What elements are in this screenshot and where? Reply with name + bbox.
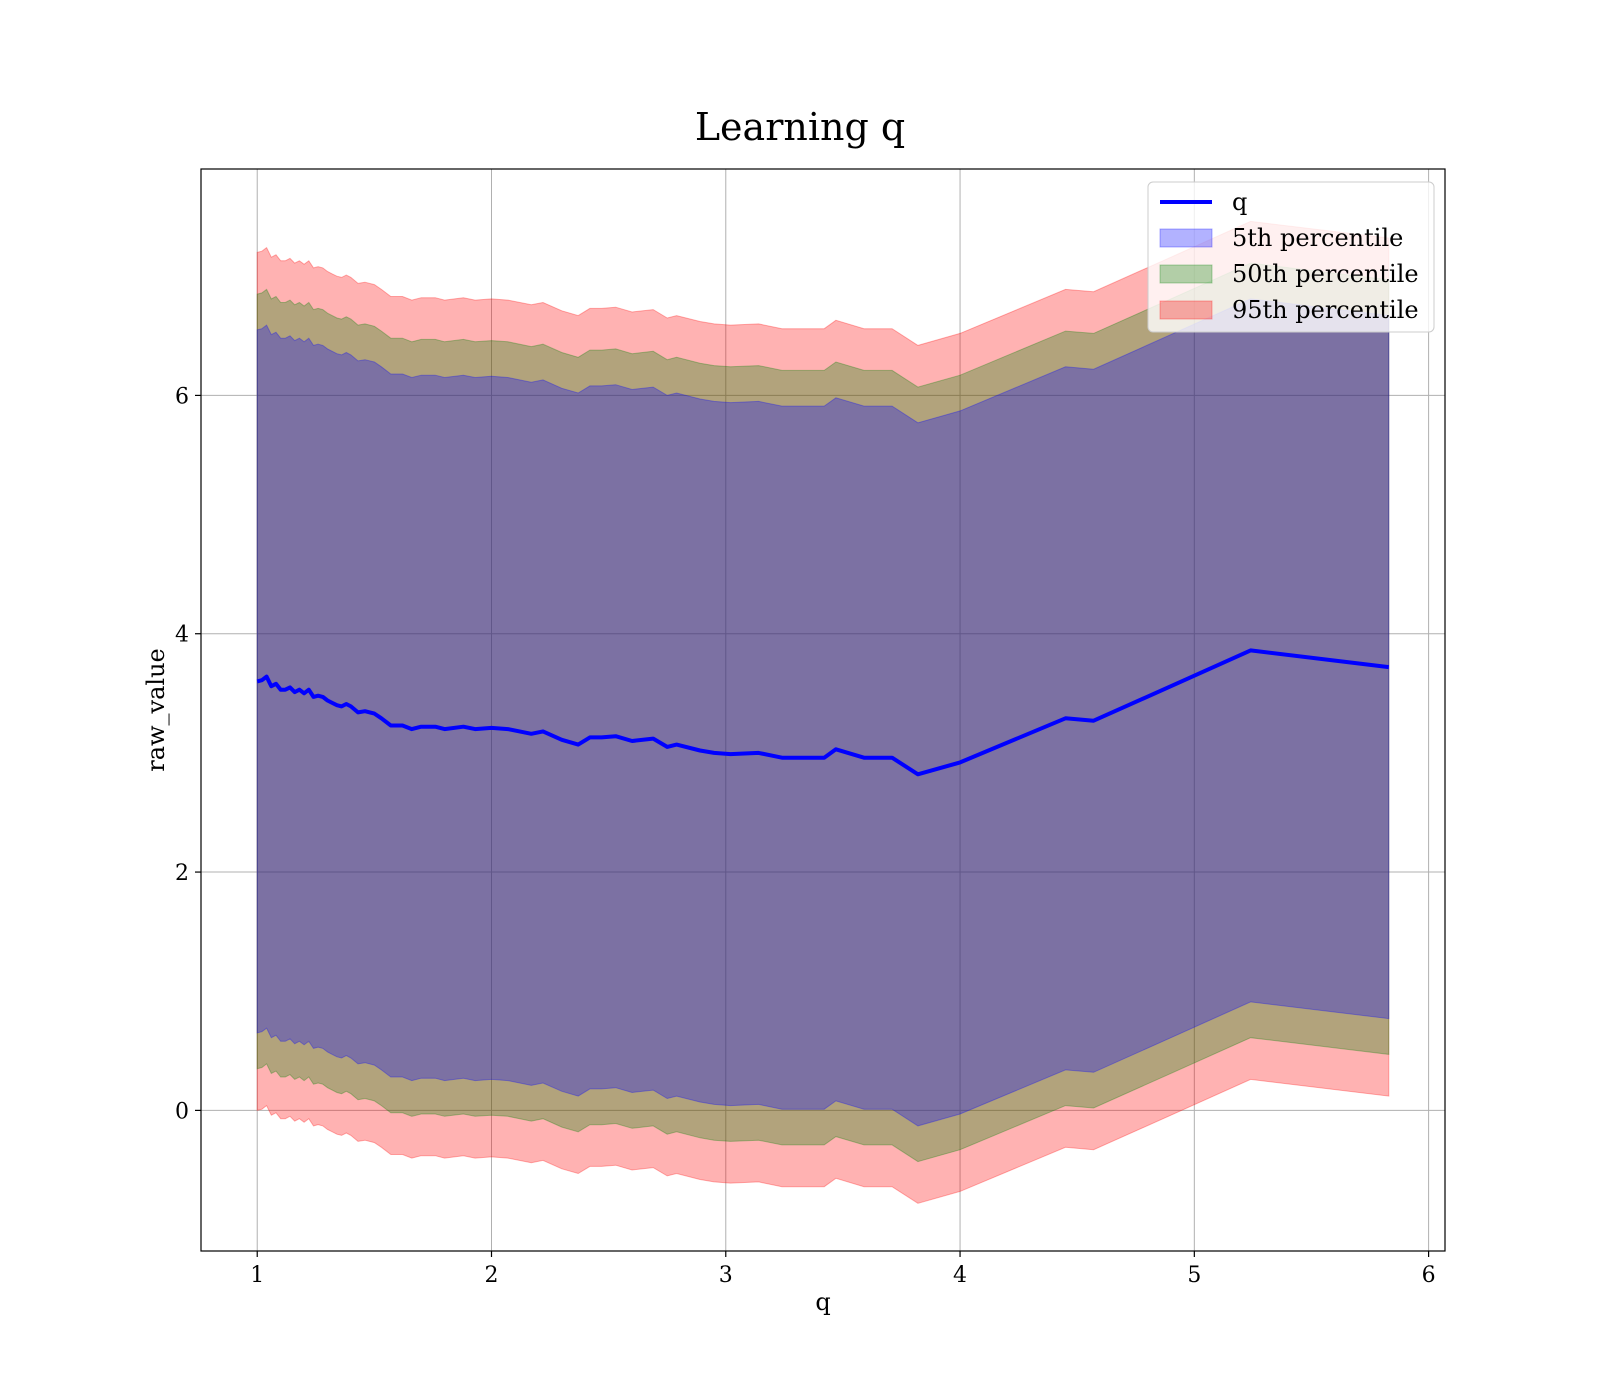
series-lines [256,648,1390,777]
x-tick-label: 6 [1422,1263,1436,1288]
band-50th-percentile [256,262,1390,1163]
x-tick-label: 1 [250,1263,264,1288]
legend-swatch-band [1159,228,1213,248]
y-tick-label: 4 [175,623,189,648]
legend-label: 95th percentile [1232,296,1419,324]
series-line-q [256,648,1390,777]
y-tick-label: 0 [175,1099,189,1124]
legend-label: q [1232,188,1247,216]
y-tick-label: 6 [175,384,189,409]
y-tick-label: 2 [175,861,189,886]
axis-ticks: 1 2 3 4 5 6 0 2 4 6 [175,384,1436,1288]
x-tick-label: 4 [953,1263,967,1288]
band-95th-percentile [256,220,1390,1204]
legend: q 5th percentile 50th percentile 95th perce… [1147,181,1435,333]
x-tick-label: 5 [1187,1263,1201,1288]
percentile-bands [256,220,1390,1204]
band-5th-percentile [256,298,1390,1127]
legend-label: 5th percentile [1232,224,1403,252]
plot-frame [200,168,1446,1252]
legend-swatch-band [1159,264,1213,284]
legend-label: 50th percentile [1232,260,1419,288]
chart-title: Learning q [695,105,905,149]
legend-swatch-band [1159,300,1213,320]
grid [201,169,1445,1251]
x-axis-label: q [815,1288,830,1316]
x-tick-label: 2 [485,1263,499,1288]
x-tick-label: 3 [719,1263,733,1288]
y-axis-label: raw_value [142,648,170,772]
legend-box [1147,181,1435,333]
